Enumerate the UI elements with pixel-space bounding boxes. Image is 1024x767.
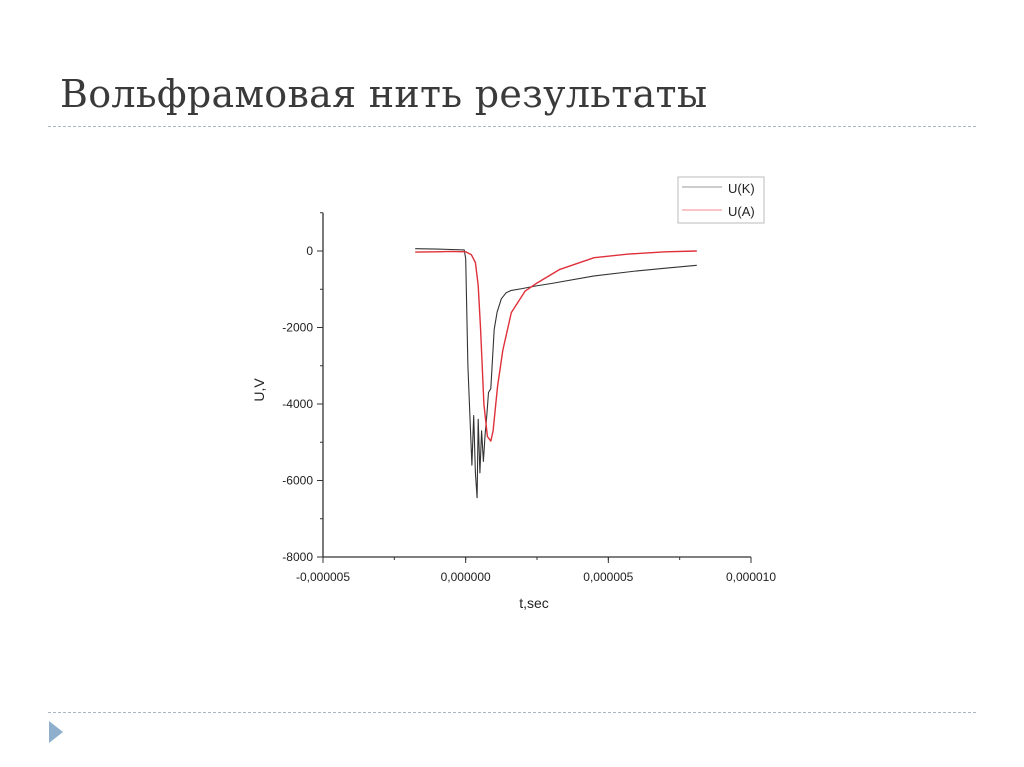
legend: U(K) U(A) — [677, 176, 765, 224]
series-line-uk — [415, 248, 697, 499]
x-tick-label: 0,000010 — [726, 570, 776, 584]
series-line-ua — [415, 250, 697, 442]
legend-box — [677, 176, 765, 224]
title-divider — [48, 126, 976, 127]
x-tick-label: 0,000005 — [583, 570, 633, 584]
footer-divider — [48, 712, 976, 713]
legend-label-ua: U(A) — [728, 204, 755, 219]
triangle-bullet-icon — [49, 721, 63, 743]
x-axis-label: t,sec — [519, 595, 549, 611]
chart-series — [415, 248, 697, 499]
y-tick-label: 0 — [306, 244, 313, 258]
x-tick-label: -0,000005 — [296, 570, 350, 584]
y-tick-label: -4000 — [282, 397, 313, 411]
y-tick-label: -8000 — [282, 550, 313, 564]
chart-axes: 0 -2000 -4000 -6000 -8000 -0,000005 0,000000 0,… — [282, 212, 776, 584]
legend-label-uk: U(K) — [728, 181, 755, 196]
y-axis-label: U,V — [251, 378, 267, 402]
y-tick-label: -6000 — [282, 474, 313, 488]
x-tick-label: 0,000000 — [441, 570, 491, 584]
y-tick-label: -2000 — [282, 321, 313, 335]
slide-title: Вольфрамовая нить результаты — [60, 72, 708, 116]
